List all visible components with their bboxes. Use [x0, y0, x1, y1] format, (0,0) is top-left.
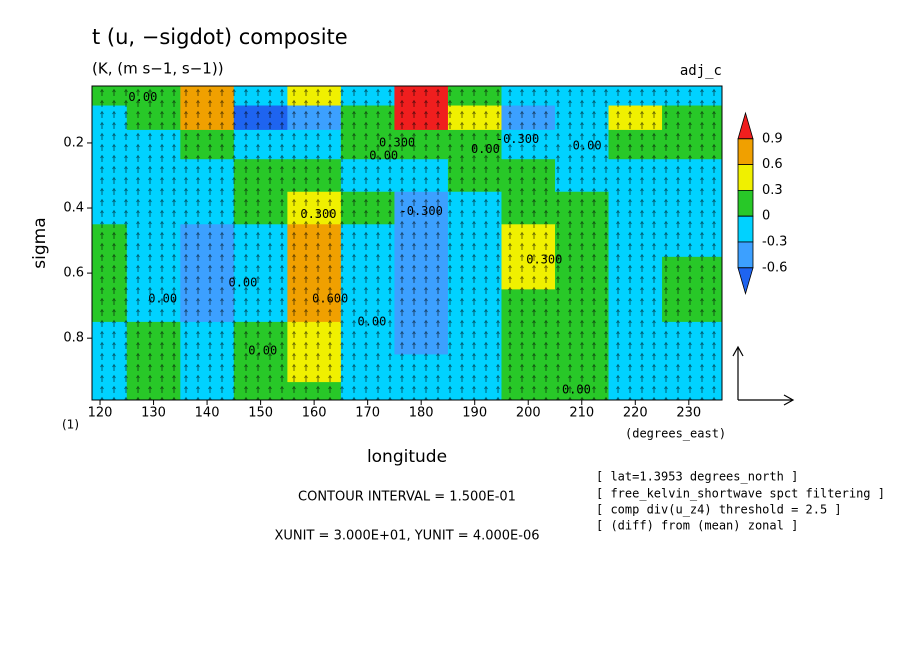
contour-label: -0.300 — [496, 132, 539, 146]
contour-label: -0.300 — [400, 204, 443, 218]
x-tick-label: 180 — [409, 406, 434, 421]
y-unit-note: (1) — [62, 418, 79, 432]
contour-label: 0.00 — [148, 292, 177, 306]
colorbar-label: -0.3 — [762, 235, 787, 250]
x-tick-label: 160 — [302, 406, 327, 421]
contour-label: 0.00 — [248, 344, 277, 358]
contour-label: 0.00 — [471, 142, 500, 156]
note: [ (diff) from (mean) zonal ] — [596, 519, 798, 533]
colorbar-swatch — [737, 215, 754, 243]
contour-label: 0.00 — [128, 90, 157, 104]
contour-label: 0.00 — [573, 139, 602, 153]
contour-label: 0.00 — [228, 275, 257, 289]
x-tick-label: 140 — [195, 406, 220, 421]
colorbar-label: 0.3 — [762, 183, 783, 198]
x-tick-label: 220 — [623, 406, 648, 421]
x-tick-label: 200 — [516, 406, 541, 421]
contour-label: 0.600 — [312, 292, 348, 306]
x-axis-label: longitude — [367, 447, 447, 467]
y-tick-label: 0.2 — [63, 135, 84, 150]
x-tick-label: 210 — [569, 406, 594, 421]
x-tick-label: 230 — [676, 406, 701, 421]
x-tick-label: 130 — [141, 406, 166, 421]
x-unit-label: (degrees_east) — [625, 427, 726, 441]
vector-field — [92, 86, 722, 400]
contour-label: 0.300 — [526, 253, 562, 267]
colorbar-swatch — [737, 267, 754, 296]
colorbar-label: 0 — [762, 209, 770, 224]
contour-label: 0.300 — [300, 207, 336, 221]
contour-label: 0.300 — [379, 135, 415, 149]
reference-arrows — [732, 345, 795, 406]
tag: adj_c — [680, 63, 722, 79]
colorbar-swatch — [737, 241, 754, 269]
plot-frame — [91, 85, 723, 401]
colorbar-swatch — [737, 138, 754, 165]
note: [ lat=1.3953 degrees_north ] — [596, 470, 798, 484]
note: [ comp div(u_z4) threshold = 2.5 ] — [596, 503, 842, 517]
x-tick-label: 190 — [462, 406, 487, 421]
y-tick-label: 0.8 — [63, 331, 84, 346]
x-tick-label: 170 — [355, 406, 380, 421]
chart-subtitle: (K, (m s−1, s−1)) — [92, 60, 224, 78]
y-tick-label: 0.4 — [63, 201, 84, 216]
colorbar-swatch — [737, 190, 754, 217]
colorbar-swatch — [737, 164, 754, 191]
contour-interval: CONTOUR INTERVAL = 1.500E-01 — [298, 490, 516, 505]
y-axis-label: sigma — [30, 217, 50, 268]
contour-label: 0.00 — [562, 383, 591, 397]
colorbar-label: 0.6 — [762, 157, 783, 172]
y-tick-label: 0.6 — [63, 266, 84, 281]
x-tick-label: 120 — [88, 406, 113, 421]
x-tick-label: 150 — [248, 406, 273, 421]
contour-label: 0.00 — [357, 314, 386, 328]
contour-label: 0.00 — [369, 148, 398, 162]
note: [ free_kelvin_shortwave spct filtering ] — [596, 487, 885, 501]
unit-text: XUNIT = 3.000E+01, YUNIT = 4.000E-06 — [275, 529, 540, 544]
chart-title: t (u, −sigdot) composite — [92, 25, 348, 49]
colorbar-label: -0.6 — [762, 260, 787, 275]
colorbar-label: 0.9 — [762, 131, 783, 146]
